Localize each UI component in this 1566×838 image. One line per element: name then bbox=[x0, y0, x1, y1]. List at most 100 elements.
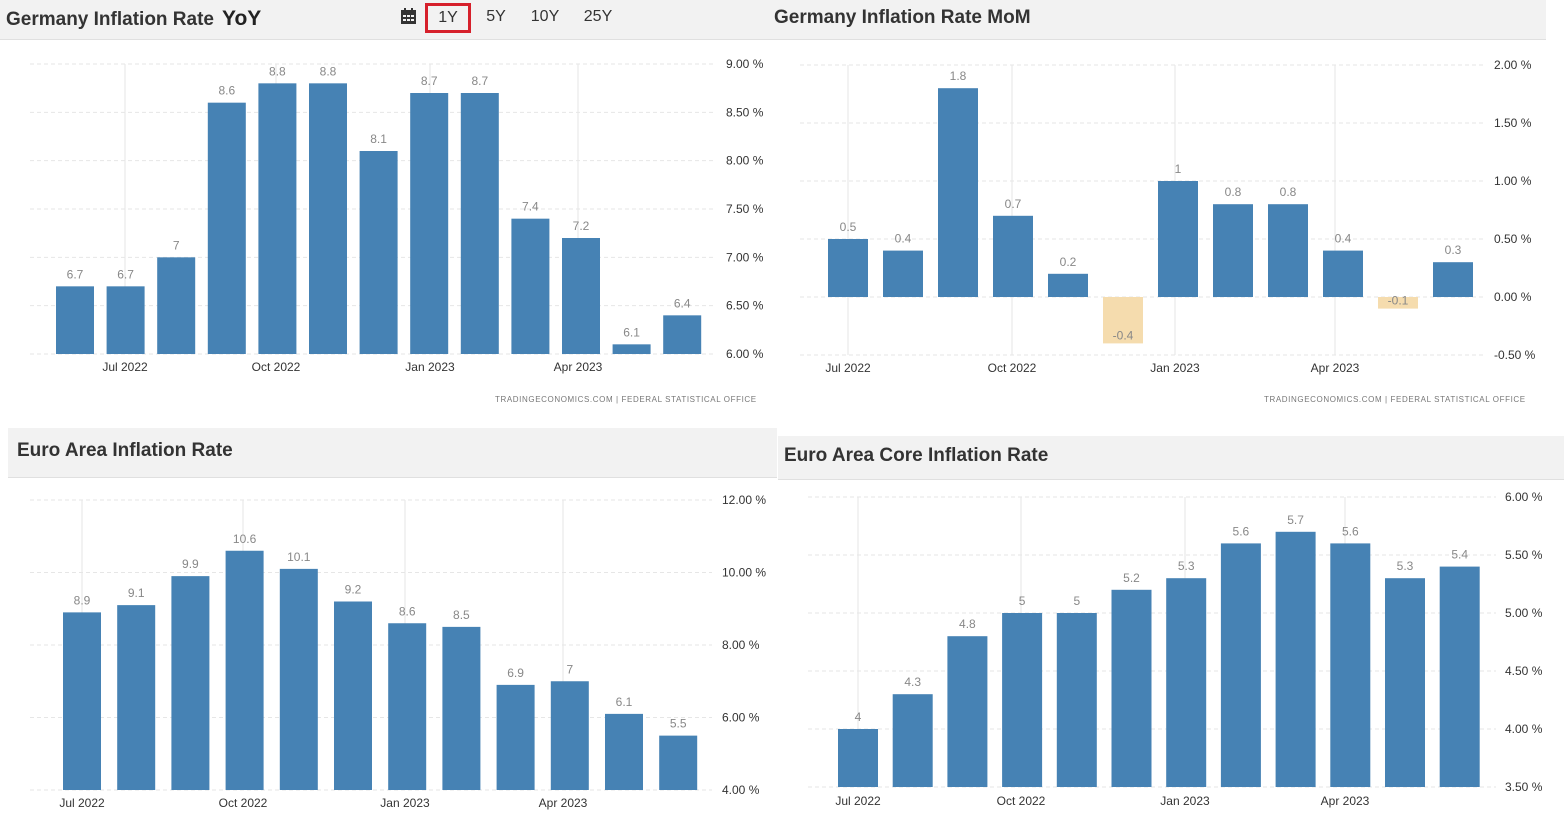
chart-germany-yoy: 6.00 % 6.50 % 7.00 % 7.50 % 8.00 % 8.50 % 9.00… bbox=[30, 57, 764, 374]
bar bbox=[171, 576, 210, 790]
bar-value-label: 6.7 bbox=[67, 267, 84, 281]
bar bbox=[663, 315, 702, 354]
calendar-icon[interactable] bbox=[401, 8, 416, 24]
bar-value-label: 10.1 bbox=[287, 550, 311, 564]
bar bbox=[388, 623, 427, 790]
bar-value-label: 0.4 bbox=[895, 232, 912, 246]
x-axis-tick-label: Oct 2022 bbox=[997, 794, 1046, 808]
bar-value-label: 6.1 bbox=[616, 695, 633, 709]
chart-title: Euro Area Inflation Rate bbox=[17, 440, 233, 461]
y-axis-tick-label: 5.00 % bbox=[1505, 606, 1543, 620]
y-axis-tick-label: 9.00 % bbox=[726, 57, 764, 71]
bar bbox=[550, 681, 589, 790]
bar-value-label: 8.7 bbox=[421, 74, 438, 88]
bar-value-label: 5 bbox=[1019, 594, 1026, 608]
y-axis-tick-label: 6.00 % bbox=[1505, 490, 1543, 504]
y-axis-tick-label: -0.50 % bbox=[1494, 348, 1536, 362]
bar bbox=[605, 713, 643, 790]
chart-euro-inflation: 4.00 % 6.00 % 8.00 % 10.00 % 12.00 % 8.9 9.1 9.… bbox=[30, 493, 766, 810]
bar bbox=[1002, 613, 1043, 787]
bar bbox=[1048, 273, 1088, 297]
bar-value-label: 0.8 bbox=[1280, 185, 1297, 199]
x-axis-tick-label: Oct 2022 bbox=[988, 361, 1037, 375]
range-button-25y[interactable]: 25Y bbox=[583, 8, 613, 25]
bar bbox=[56, 286, 94, 354]
bar-value-label: 7 bbox=[173, 238, 180, 252]
y-axis-tick-label: 12.00 % bbox=[722, 493, 766, 507]
bar bbox=[442, 626, 481, 790]
y-axis-tick-label: 8.50 % bbox=[726, 105, 764, 119]
bar bbox=[63, 612, 101, 790]
bar bbox=[1158, 181, 1198, 297]
source-credit: TRADINGECONOMICS.COM | FEDERAL STATISTIC… bbox=[495, 395, 757, 404]
y-axis-tick-label: 4.50 % bbox=[1505, 664, 1543, 678]
bar bbox=[1275, 531, 1316, 787]
bar-value-label: -0.1 bbox=[1388, 294, 1409, 308]
y-axis-tick-label: 3.50 % bbox=[1505, 780, 1543, 794]
source-credit: TRADINGECONOMICS.COM | FEDERAL STATISTIC… bbox=[1264, 395, 1526, 404]
bar-value-label: 4.8 bbox=[959, 617, 976, 631]
y-axis-tick-label: 6.00 % bbox=[726, 347, 764, 361]
bar-value-label: 5.4 bbox=[1451, 548, 1468, 562]
bar-value-label: 8.7 bbox=[471, 74, 488, 88]
bar bbox=[1323, 250, 1363, 297]
x-axis-tick-label: Jan 2023 bbox=[1160, 794, 1210, 808]
bar-value-label: 8.9 bbox=[74, 593, 91, 607]
bar bbox=[225, 550, 264, 790]
y-axis-tick-label: 0.50 % bbox=[1494, 232, 1532, 246]
bar bbox=[1330, 543, 1371, 787]
panel-header bbox=[0, 0, 770, 40]
chart-title: Euro Area Core Inflation Rate bbox=[784, 445, 1049, 466]
bar bbox=[279, 568, 318, 790]
bar bbox=[1056, 613, 1097, 787]
bar-value-label: 0.7 bbox=[1005, 197, 1022, 211]
bar-value-label: 1.8 bbox=[950, 69, 967, 83]
bar bbox=[1111, 589, 1152, 787]
x-axis-tick-label: Jul 2022 bbox=[59, 796, 105, 810]
x-axis-tick-label: Jan 2023 bbox=[380, 796, 430, 810]
y-axis-tick-label: 2.00 % bbox=[1494, 58, 1532, 72]
y-axis-tick-label: 8.00 % bbox=[722, 638, 760, 652]
bar-value-label: 9.9 bbox=[182, 557, 199, 571]
y-axis-tick-label: 8.00 % bbox=[726, 154, 764, 168]
bar-value-label: 5.7 bbox=[1287, 513, 1304, 527]
bar-value-label: 5.2 bbox=[1123, 571, 1140, 585]
y-axis-tick-label: 5.50 % bbox=[1505, 548, 1543, 562]
bar bbox=[1433, 262, 1473, 297]
range-button-5y[interactable]: 5Y bbox=[486, 8, 506, 25]
bar bbox=[947, 636, 988, 787]
bar-value-label: 7 bbox=[566, 662, 573, 676]
range-button-10y[interactable]: 10Y bbox=[530, 8, 560, 25]
x-axis-tick-label: Jan 2023 bbox=[405, 360, 455, 374]
bar-value-label: 5.6 bbox=[1233, 524, 1250, 538]
chart-title-suffix: YoY bbox=[222, 7, 262, 30]
x-axis-tick-label: Apr 2023 bbox=[554, 360, 603, 374]
bar-value-label: 9.1 bbox=[128, 586, 145, 600]
bar-value-label: 0.4 bbox=[1335, 232, 1352, 246]
chart-title: Germany Inflation Rate MoM bbox=[774, 7, 1031, 28]
y-axis-tick-label: 6.50 % bbox=[726, 299, 764, 313]
bar bbox=[828, 239, 868, 297]
bar-value-label: 5 bbox=[1073, 594, 1080, 608]
bar-value-label: 10.6 bbox=[233, 532, 257, 546]
bar-value-label: 0.5 bbox=[840, 220, 857, 234]
bar-value-label: 8.8 bbox=[269, 64, 286, 78]
bar-value-label: 8.1 bbox=[370, 132, 387, 146]
y-axis-tick-label: 4.00 % bbox=[1505, 722, 1543, 736]
panel-header bbox=[778, 436, 1564, 480]
bar bbox=[496, 684, 535, 790]
bar-value-label: 5.5 bbox=[670, 717, 687, 731]
panel-header bbox=[770, 0, 1546, 40]
bar bbox=[1268, 204, 1308, 297]
bar bbox=[157, 257, 196, 354]
bar-value-label: 5.3 bbox=[1397, 559, 1414, 573]
bar bbox=[410, 93, 449, 354]
range-button-1y[interactable]: 1Y bbox=[425, 3, 471, 33]
bar-value-label: 6.4 bbox=[674, 296, 691, 310]
bar-value-label: 5.3 bbox=[1178, 559, 1195, 573]
bar bbox=[1213, 204, 1253, 297]
y-axis-tick-label: 7.00 % bbox=[726, 250, 764, 264]
bar-value-label: 4 bbox=[855, 710, 862, 724]
bar bbox=[309, 83, 347, 354]
